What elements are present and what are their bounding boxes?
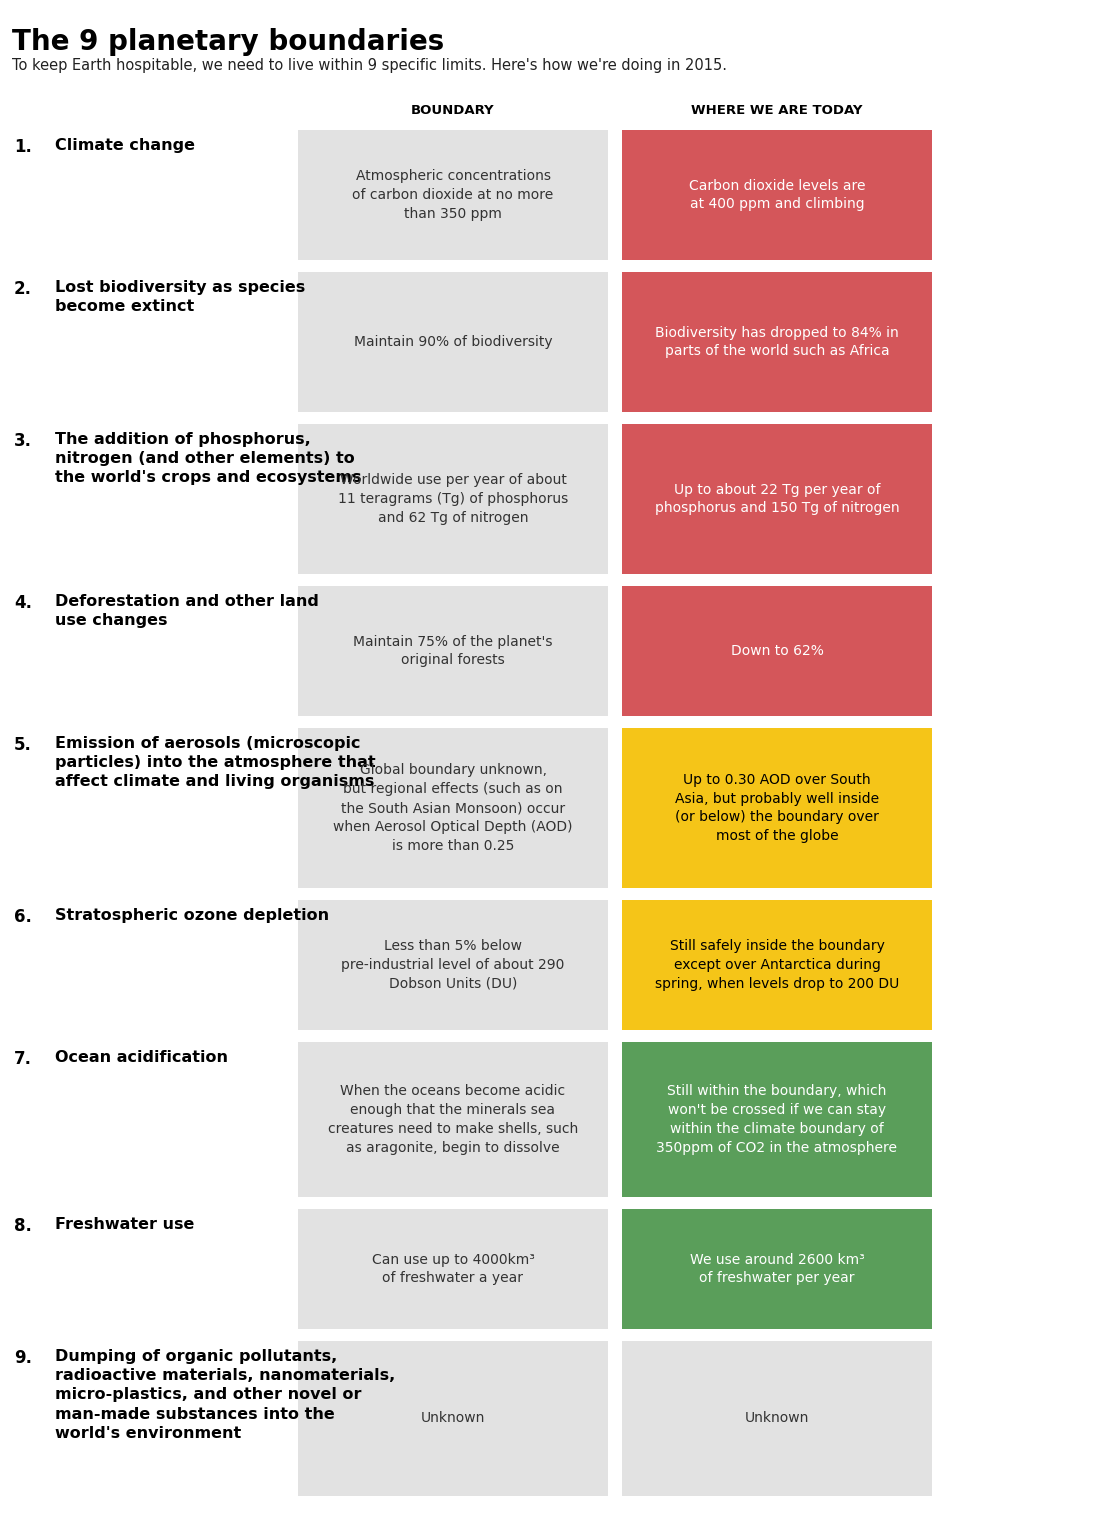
Bar: [622, 272, 932, 412]
Text: BOUNDARY: BOUNDARY: [411, 103, 495, 117]
Bar: [622, 131, 932, 260]
Text: Emission of aerosols (microscopic
particles) into the atmosphere that
affect cli: Emission of aerosols (microscopic partic…: [54, 736, 376, 790]
Text: 6.: 6.: [14, 908, 32, 926]
Text: Climate change: Climate change: [54, 138, 195, 154]
Text: 5.: 5.: [14, 736, 32, 754]
Text: WHERE WE ARE TODAY: WHERE WE ARE TODAY: [692, 103, 863, 117]
Text: Can use up to 4000km³
of freshwater a year: Can use up to 4000km³ of freshwater a ye…: [371, 1252, 535, 1286]
Text: Less than 5% below
pre-industrial level of about 290
Dobson Units (DU): Less than 5% below pre-industrial level …: [341, 938, 565, 991]
Text: Lost biodiversity as species
become extinct: Lost biodiversity as species become exti…: [54, 280, 306, 315]
Bar: [622, 1209, 932, 1329]
Bar: [622, 728, 932, 888]
Text: 7.: 7.: [14, 1051, 32, 1068]
Bar: [298, 1041, 608, 1197]
Bar: [298, 900, 608, 1031]
Text: Worldwide use per year of about
11 teragrams (Tg) of phosphorus
and 62 Tg of nit: Worldwide use per year of about 11 terag…: [338, 473, 568, 525]
Text: 8.: 8.: [14, 1217, 32, 1235]
Text: Unknown: Unknown: [745, 1412, 810, 1425]
Bar: [298, 1209, 608, 1329]
Text: 2.: 2.: [14, 280, 32, 298]
Text: Up to 0.30 AOD over South
Asia, but probably well inside
(or below) the boundary: Up to 0.30 AOD over South Asia, but prob…: [675, 773, 880, 843]
Text: Ocean acidification: Ocean acidification: [54, 1051, 228, 1064]
Text: Unknown: Unknown: [420, 1412, 485, 1425]
Text: Stratospheric ozone depletion: Stratospheric ozone depletion: [54, 908, 329, 923]
Text: When the oceans become acidic
enough that the minerals sea
creatures need to mak: When the oceans become acidic enough tha…: [328, 1084, 578, 1155]
Text: Maintain 75% of the planet's
original forests: Maintain 75% of the planet's original fo…: [354, 634, 553, 668]
Text: Maintain 90% of biodiversity: Maintain 90% of biodiversity: [354, 335, 553, 349]
Text: 1.: 1.: [14, 138, 32, 157]
Text: Down to 62%: Down to 62%: [731, 644, 824, 657]
Bar: [298, 728, 608, 888]
Bar: [622, 1041, 932, 1197]
Text: 9.: 9.: [14, 1349, 32, 1367]
Text: We use around 2600 km³
of freshwater per year: We use around 2600 km³ of freshwater per…: [689, 1252, 864, 1286]
Bar: [298, 424, 608, 574]
Text: Freshwater use: Freshwater use: [54, 1217, 195, 1232]
Text: Deforestation and other land
use changes: Deforestation and other land use changes: [54, 594, 319, 628]
Bar: [298, 1341, 608, 1496]
Text: Global boundary unknown,
but regional effects (such as on
the South Asian Monsoo: Global boundary unknown, but regional ef…: [334, 763, 573, 852]
Bar: [622, 587, 932, 716]
Text: To keep Earth hospitable, we need to live within 9 specific limits. Here's how w: To keep Earth hospitable, we need to liv…: [12, 58, 727, 74]
Bar: [298, 131, 608, 260]
Bar: [298, 272, 608, 412]
Text: Biodiversity has dropped to 84% in
parts of the world such as Africa: Biodiversity has dropped to 84% in parts…: [655, 326, 898, 358]
Text: Carbon dioxide levels are
at 400 ppm and climbing: Carbon dioxide levels are at 400 ppm and…: [688, 178, 865, 212]
Text: Dumping of organic pollutants,
radioactive materials, nanomaterials,
micro-plast: Dumping of organic pollutants, radioacti…: [54, 1349, 395, 1441]
Text: The addition of phosphorus,
nitrogen (and other elements) to
the world's crops a: The addition of phosphorus, nitrogen (an…: [54, 432, 361, 485]
Bar: [622, 1341, 932, 1496]
Bar: [298, 587, 608, 716]
Text: The 9 planetary boundaries: The 9 planetary boundaries: [12, 28, 445, 55]
Text: Still safely inside the boundary
except over Antarctica during
spring, when leve: Still safely inside the boundary except …: [655, 938, 900, 991]
Bar: [622, 424, 932, 574]
Text: 4.: 4.: [14, 594, 32, 611]
Text: 3.: 3.: [14, 432, 32, 450]
Text: Still within the boundary, which
won't be crossed if we can stay
within the clim: Still within the boundary, which won't b…: [656, 1084, 897, 1155]
Text: Atmospheric concentrations
of carbon dioxide at no more
than 350 ppm: Atmospheric concentrations of carbon dio…: [353, 169, 554, 221]
Text: Up to about 22 Tg per year of
phosphorus and 150 Tg of nitrogen: Up to about 22 Tg per year of phosphorus…: [655, 482, 900, 516]
Bar: [622, 900, 932, 1031]
